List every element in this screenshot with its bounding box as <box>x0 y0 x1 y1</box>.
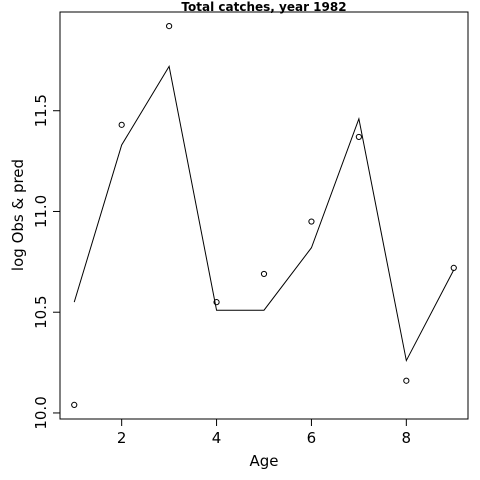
observed-point <box>355 133 362 141</box>
x-tick-label: 8 <box>402 429 412 447</box>
observed-point <box>260 270 268 278</box>
observed-point <box>71 401 78 408</box>
observed-series <box>71 23 457 408</box>
observed-point <box>213 299 220 306</box>
x-axis-label: Age <box>249 452 278 470</box>
predicted-line <box>73 65 455 363</box>
y-tick-label: 10.0 <box>32 396 50 429</box>
x-axis: 2 4 6 8 <box>117 418 412 447</box>
plot-frame <box>59 11 469 420</box>
chart-title: Total catches, year 1982 <box>181 0 346 14</box>
observed-point <box>118 121 125 128</box>
x-tick-label: 6 <box>307 429 317 447</box>
x-tick-label: 2 <box>117 429 127 447</box>
y-tick-label: 10.5 <box>32 296 50 329</box>
observed-point <box>403 377 410 384</box>
y-axis: 10.0 10.5 11.0 11.5 <box>32 94 61 430</box>
observed-point <box>308 218 315 225</box>
predicted-series <box>73 65 455 363</box>
observed-point <box>166 23 173 30</box>
x-tick-label: 4 <box>212 429 222 447</box>
y-tick-label: 11.5 <box>32 94 50 127</box>
y-tick-label: 11.0 <box>32 195 50 228</box>
observed-point <box>450 264 457 271</box>
y-axis-label: log Obs & pred <box>9 159 27 271</box>
